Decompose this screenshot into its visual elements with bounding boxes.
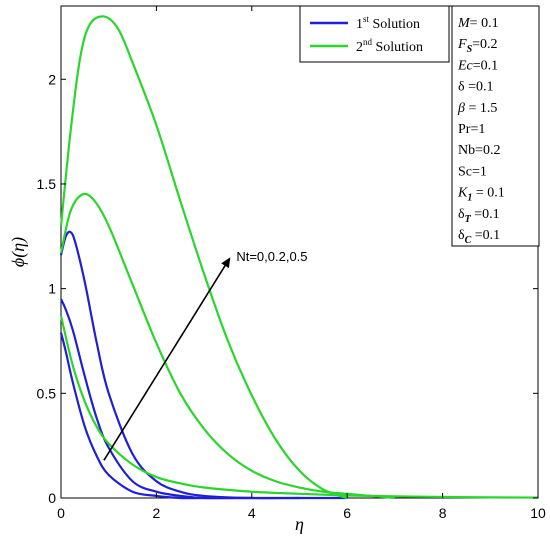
annotation-arrowhead [221, 257, 231, 269]
series-line-4 [59, 15, 348, 500]
y-tick-label-3: 1.5 [37, 176, 57, 192]
parameter-1-symbol: F [457, 37, 467, 52]
parameter-0-value: = 0.1 [470, 16, 499, 31]
parameter-1-value: =0.2 [472, 37, 497, 52]
parameter-6: Nb=0.2 [458, 143, 501, 158]
legend-entry-1-sup: st [363, 14, 370, 24]
parameter-10-value: =0.1 [471, 228, 500, 243]
parameter-9-symbol: δ [458, 207, 465, 222]
series-line-6 [59, 315, 539, 499]
parameter-9: δT =0.1 [458, 207, 500, 225]
parameter-4-value: = 1.5 [465, 101, 497, 116]
x-tick-label-1: 2 [153, 505, 161, 521]
curves [59, 15, 539, 500]
annotation-label: Nt=0,0.2,0.5 [236, 249, 307, 264]
y-tick-label-0: 0 [48, 490, 56, 506]
parameter-2-value: =0.1 [473, 58, 498, 73]
parameter-4-symbol: β [457, 101, 465, 116]
parameter-box-frame [451, 5, 540, 247]
legend-entry-1-rest: Solution [369, 17, 420, 32]
legend-entry-1: 1st Solution [356, 14, 420, 32]
parameter-8: K1 = 0.1 [457, 186, 505, 204]
annotation-arrow [103, 265, 226, 461]
parameter-10-symbol: δ [458, 228, 465, 243]
parameter-8-value: = 0.1 [472, 186, 504, 201]
parameter-5-symbol: Pr [458, 122, 471, 137]
parameter-2: Ec=0.1 [457, 58, 498, 73]
legend-box [299, 5, 450, 63]
legend-entry-2: 2nd Solution [356, 37, 423, 55]
parameter-4: β = 1.5 [457, 101, 497, 116]
y-tick-label-1: 0.5 [37, 385, 57, 401]
parameter-6-symbol: Nb [458, 143, 475, 158]
parameter-10: δC =0.1 [458, 228, 500, 246]
x-tick-label-2: 4 [248, 505, 256, 521]
parameter-8-subscript: 1 [467, 193, 472, 204]
y-axis-label: ϕ(η) [8, 237, 29, 267]
parameter-6-value: =0.2 [475, 143, 500, 158]
parameter-3-value: =0.1 [465, 80, 494, 95]
y-tick-label-2: 1 [48, 281, 56, 297]
y-tick-label-4: 2 [48, 71, 56, 87]
parameter-1: FS=0.2 [457, 37, 498, 55]
series-line-3 [59, 332, 252, 500]
x-tick-label-0: 0 [57, 505, 65, 521]
parameter-1-subscript: S [467, 44, 473, 55]
parameter-9-subscript: T [465, 214, 472, 225]
x-tick-label-3: 6 [343, 505, 351, 521]
parameter-7-value: =1 [472, 164, 487, 179]
parameter-5-value: =1 [470, 122, 485, 137]
x-tick-label-4: 8 [439, 505, 447, 521]
parameter-box: M= 0.1FS=0.2Ec=0.1δ =0.1β = 1.5Pr=1Nb=0.… [451, 5, 540, 247]
parameter-2-symbol: Ec [457, 58, 474, 73]
legend: 1st Solution 2nd Solution [299, 5, 450, 63]
parameter-9-value: =0.1 [471, 207, 500, 222]
series-line-2 [60, 298, 300, 500]
parameter-10-subscript: C [465, 235, 472, 246]
parameter-0: M= 0.1 [457, 16, 499, 31]
legend-entry-1-base: 1 [356, 17, 363, 32]
x-axis-label: η [295, 514, 304, 534]
legend-entry-2-sup: nd [363, 37, 373, 47]
legend-entry-2-rest: Solution [372, 40, 423, 55]
series-line-5 [59, 192, 395, 500]
parameter-3: δ =0.1 [458, 80, 494, 95]
x-tick-label-5: 10 [530, 505, 546, 521]
parameter-0-symbol: M [457, 16, 471, 31]
parameter-7-symbol: Sc [458, 164, 472, 179]
legend-entry-2-base: 2 [356, 40, 363, 55]
parameter-3-symbol: δ [458, 80, 465, 95]
annotation: Nt=0,0.2,0.5 [103, 249, 308, 461]
parameter-7: Sc=1 [458, 164, 487, 179]
parameter-5: Pr=1 [458, 122, 485, 137]
parameter-8-symbol: K [457, 186, 468, 201]
ticks: 0 2 4 6 8 10 0 0.5 1 1.5 2 [37, 6, 546, 521]
